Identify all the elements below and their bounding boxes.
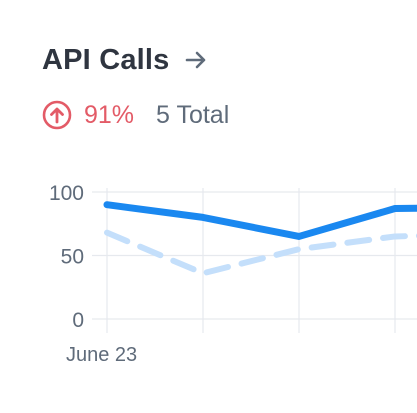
series-line-current [103,201,417,240]
total-count: 5 Total [156,101,230,129]
y-tick-label: 0 [72,309,84,332]
chart-axis-labels: 0 50 100 June 23 [49,182,137,366]
change-percent: 91% [84,101,135,129]
card-title: API Calls [42,44,170,76]
y-tick-label: 50 [61,246,84,269]
stats-row: 91% 5 Total [42,96,229,134]
title-row: API Calls [42,40,208,80]
series-line-previous [104,229,417,277]
y-tick-label: 100 [49,182,84,205]
arrow-right-icon[interactable] [184,48,208,72]
chart-grid [92,188,417,333]
arrow-up-circle-icon [42,100,72,130]
x-tick-label: June 23 [66,344,137,366]
api-calls-line-chart: 0 50 100 June 23 [49,182,417,366]
chart-series [103,201,417,277]
